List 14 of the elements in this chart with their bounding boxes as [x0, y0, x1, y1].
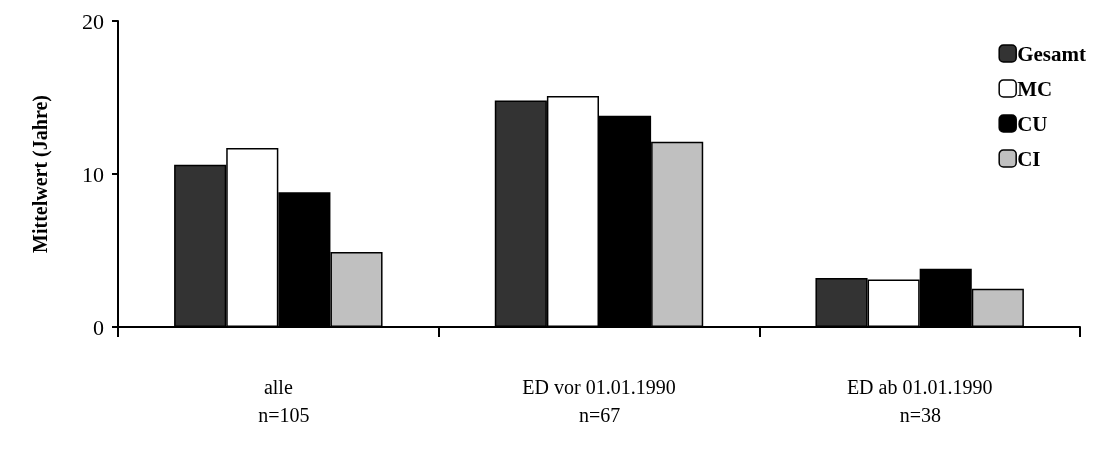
x-tick-label: ED ab 01.01.1990	[846, 376, 993, 398]
y-tick-label: 20	[82, 8, 104, 34]
legend-label: MC	[1017, 76, 1053, 101]
text: n=105	[258, 404, 310, 426]
legend-label: CI	[1017, 146, 1041, 171]
y-tick-label: 0	[93, 314, 104, 340]
text: n=67	[579, 404, 621, 426]
y-tick-label: 10	[82, 161, 104, 187]
y-axis-title: Mittelwert (Jahre)	[29, 95, 52, 253]
legend-label: Gesamt	[1017, 41, 1087, 66]
x-tick-label: ED vor 01.01.1990	[522, 376, 676, 398]
legend-label: CU	[1017, 111, 1048, 136]
text: n=38	[899, 404, 941, 426]
x-tick-label: alle	[263, 376, 293, 398]
